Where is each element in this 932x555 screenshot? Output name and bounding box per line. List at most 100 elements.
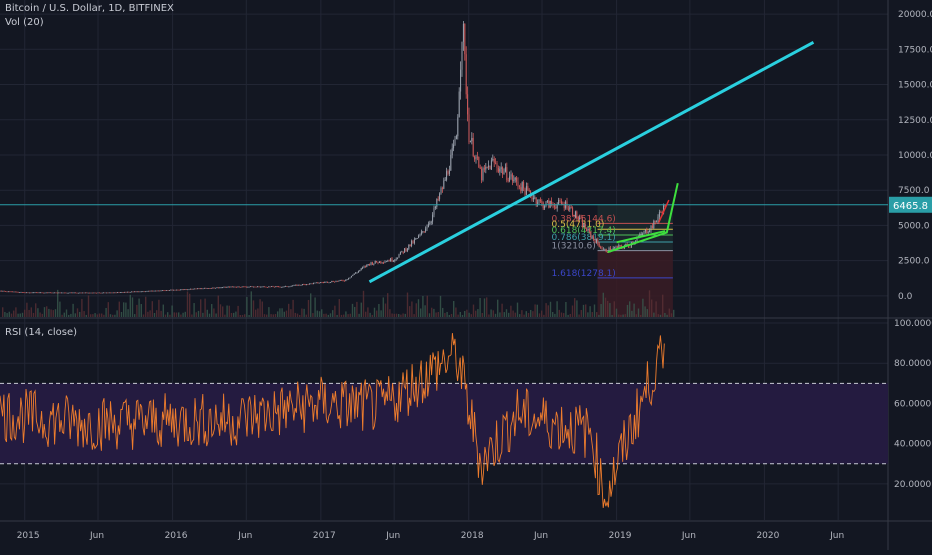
candle-body [35,292,37,294]
volume-bar [483,298,486,317]
candle-body [188,289,190,291]
volume-bar [138,298,140,317]
candle-body [168,290,170,291]
volume-bar [464,310,466,317]
candle-body [348,278,350,280]
volume-bar [105,308,107,317]
candle-body [37,292,39,294]
volume-bar [620,314,622,317]
volume-bar [272,314,274,317]
volume-bar [129,294,131,317]
candle-body [103,292,105,294]
candle-body [591,236,593,238]
volume-bar [633,303,635,317]
candle-body [126,291,128,293]
candle-body [322,282,324,284]
candle-body [45,292,47,294]
candle-body [128,291,130,293]
volume-bar [252,300,255,317]
volume-bar [35,303,37,317]
volume-bar [358,313,360,317]
candle-body [34,292,36,294]
volume-bar [413,314,415,317]
candle-body [406,248,408,251]
candle-body [607,251,609,253]
candle-body [301,284,303,286]
candle-body [276,286,278,288]
candle-body [453,144,455,149]
volume-bar [433,308,435,317]
candle-body [289,286,291,288]
candle-body [489,165,491,170]
price-tick-label: 12500.0 [898,116,932,126]
volume-bar [158,299,160,317]
volume-bar [127,309,129,317]
candle-body [618,245,620,249]
candle-body [175,289,177,291]
candle-body [259,286,261,288]
price-tick-label: 7500.0 [898,186,930,196]
volume-bar [503,312,505,317]
volume-bar [134,314,136,317]
candle-body [387,260,389,262]
candle-body [495,162,497,164]
volume-bar [481,312,483,317]
volume-bar [336,314,338,317]
volume-bar [580,310,582,317]
candle-body [446,171,448,180]
volume-bar [519,314,521,317]
candle-body [300,285,302,286]
volume-bar [160,310,162,317]
volume-bar [59,301,61,317]
candle-body [171,289,173,291]
candle-body [23,292,25,293]
price-tick-label: 20000.0 [898,10,932,20]
candle-body [385,261,387,263]
volume-bar [530,309,532,317]
candle-body [306,284,308,286]
volume-bar [477,309,479,317]
volume-bar [380,310,382,317]
candle-body [299,284,301,286]
candle-body [483,168,485,170]
volume-bar [90,314,92,317]
volume-bar [442,307,444,317]
volume-bar [466,309,468,317]
candle-body [579,217,581,220]
candle-body [629,246,631,248]
candle-body [84,292,86,294]
volume-bar [52,310,54,317]
volume-bar [299,314,301,317]
volume-bar [98,313,101,317]
volume-bar [534,304,536,317]
volume-bar [70,313,72,317]
candle-body [504,167,506,172]
volume-bar [85,314,87,317]
candle-body [181,289,183,291]
candle-body [0,290,1,292]
candle-body [325,281,327,283]
candle-body [10,291,12,293]
candle-body [661,212,663,214]
candle-body [227,286,229,288]
candle-body [454,139,456,145]
trendline [368,40,815,284]
candle-body [409,244,411,246]
candle-body [658,212,660,217]
candle-body [40,292,42,294]
candle-body [65,292,67,294]
candle-body [521,181,523,191]
volume-bar [365,311,367,317]
candle-body [492,159,494,161]
candle-body [644,229,646,232]
volume-bar [604,297,607,317]
volume-bar [543,314,545,317]
candle-body [68,292,70,294]
volume-bar [87,295,90,317]
candle-body [416,237,418,239]
candle-body [142,291,144,293]
candle-body [398,254,400,258]
candle-body [405,248,407,251]
candle-body [114,292,116,294]
candle-body [297,284,299,286]
